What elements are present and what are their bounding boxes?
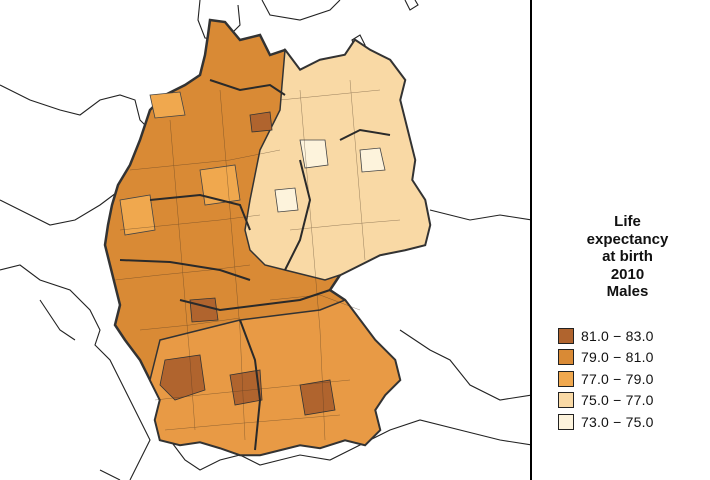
high-patch-1 xyxy=(159,354,206,401)
legend-swatch xyxy=(558,327,574,344)
east-region xyxy=(244,38,431,281)
legend-items: 81.0 − 83.0 79.0 − 81.0 77.0 − 79.0 75.0… xyxy=(558,325,654,433)
legend-item: 75.0 − 77.0 xyxy=(558,390,654,412)
legend-swatch xyxy=(558,349,574,366)
legend-title-line: at birth xyxy=(602,248,653,265)
light-patch-2 xyxy=(359,147,386,173)
legend-item: 81.0 − 83.0 xyxy=(558,325,654,347)
legend-item: 73.0 − 75.0 xyxy=(558,411,654,433)
light-patch-3 xyxy=(274,187,299,213)
state-borders xyxy=(119,79,391,451)
legend-title-line: 2010 xyxy=(610,265,645,283)
light-patch-1 xyxy=(299,139,329,169)
map-panel xyxy=(0,0,532,480)
legend-title-line: Life xyxy=(614,213,641,230)
west-patch xyxy=(119,194,156,236)
high-patch-2 xyxy=(229,369,263,406)
legend-title-line: expectancy xyxy=(586,230,669,248)
legend-swatch xyxy=(558,392,574,409)
district-lines xyxy=(114,79,401,441)
high-patch-3 xyxy=(299,379,336,416)
legend-swatch xyxy=(558,413,574,430)
legend-label: 73.0 − 75.0 xyxy=(581,413,654,430)
legend-title: Life expectancy at birth 2010 Males xyxy=(545,213,710,301)
legend-item: 79.0 − 81.0 xyxy=(558,347,654,369)
high-patch-4 xyxy=(189,297,219,323)
legend-label: 79.0 − 81.0 xyxy=(581,349,654,366)
legend-label: 81.0 − 83.0 xyxy=(581,327,654,344)
legend-label: 77.0 − 79.0 xyxy=(581,370,654,387)
south-region xyxy=(149,299,401,456)
legend-swatch xyxy=(558,370,574,387)
legend-label: 75.0 − 77.0 xyxy=(581,392,654,409)
central-patch xyxy=(199,164,241,206)
legend-item: 77.0 − 79.0 xyxy=(558,368,654,390)
legend-title-line: Males xyxy=(606,283,649,300)
legend: Life expectancy at birth 2010 Males 81.0… xyxy=(545,0,710,480)
germany-map xyxy=(0,0,530,480)
high-patch-5 xyxy=(249,111,273,133)
nw-patch xyxy=(149,91,186,119)
